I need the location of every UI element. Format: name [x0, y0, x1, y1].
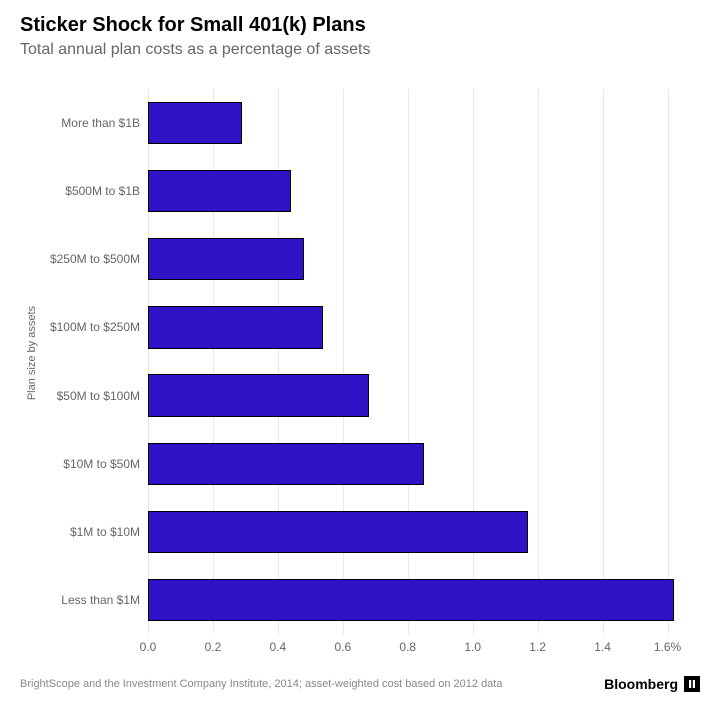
chart-title: Sticker Shock for Small 401(k) Plans	[20, 14, 700, 37]
xaxis-tick-label: 1.6%	[654, 640, 681, 654]
bar	[148, 374, 369, 416]
category-label: $1M to $10M	[38, 498, 148, 566]
bar	[148, 102, 242, 144]
bar-row	[148, 157, 700, 225]
source-text: BrightScope and the Investment Company I…	[20, 678, 502, 690]
xaxis-tick-label: 0.2	[205, 640, 222, 654]
xaxis-tick-label: 1.4	[594, 640, 611, 654]
bars-area	[148, 89, 700, 634]
bar-row	[148, 225, 700, 293]
xaxis: 0.0 0.2 0.4 0.6 0.8 1.0 1.2 1.4 1.6%	[38, 640, 700, 658]
yaxis-label: Plan size by assets	[20, 306, 38, 400]
xaxis-tick-label: 0.8	[399, 640, 416, 654]
bar-row	[148, 89, 700, 157]
brand-label: Bloomberg	[604, 676, 678, 692]
footer: BrightScope and the Investment Company I…	[20, 676, 700, 692]
category-labels: More than $1B$500M to $1B$250M to $500M$…	[38, 89, 148, 634]
category-label: $500M to $1B	[38, 157, 148, 225]
xaxis-tick-label: 1.0	[464, 640, 481, 654]
xaxis-tick-label: 0.0	[140, 640, 157, 654]
category-label: $50M to $100M	[38, 362, 148, 430]
bar	[148, 170, 291, 212]
bar-row	[148, 498, 700, 566]
bar	[148, 511, 528, 553]
bar	[148, 306, 323, 348]
chart-subtitle: Total annual plan costs as a percentage …	[20, 41, 700, 59]
bar-row	[148, 362, 700, 430]
chart-wrap: Plan size by assets More than $1B$500M t…	[20, 89, 700, 658]
xaxis-tick-label: 1.2	[529, 640, 546, 654]
bar	[148, 579, 674, 621]
category-label: $10M to $50M	[38, 430, 148, 498]
category-label: More than $1B	[38, 89, 148, 157]
category-label: $250M to $500M	[38, 225, 148, 293]
brand: Bloomberg	[604, 676, 700, 692]
xaxis-tick-label: 0.6	[334, 640, 351, 654]
chart-body: More than $1B$500M to $1B$250M to $500M$…	[38, 89, 700, 658]
bar-row	[148, 430, 700, 498]
bar-row	[148, 566, 700, 634]
bar	[148, 443, 424, 485]
category-label: $100M to $250M	[38, 293, 148, 361]
plot-area: More than $1B$500M to $1B$250M to $500M$…	[38, 89, 700, 634]
brand-mark-icon	[684, 676, 700, 692]
bar	[148, 238, 304, 280]
xaxis-tick-label: 0.4	[270, 640, 287, 654]
bar-row	[148, 293, 700, 361]
chart-container: Sticker Shock for Small 401(k) Plans Tot…	[0, 0, 720, 706]
xaxis-ticks: 0.00.20.40.60.81.01.21.41.6%	[148, 640, 700, 658]
category-label: Less than $1M	[38, 566, 148, 634]
